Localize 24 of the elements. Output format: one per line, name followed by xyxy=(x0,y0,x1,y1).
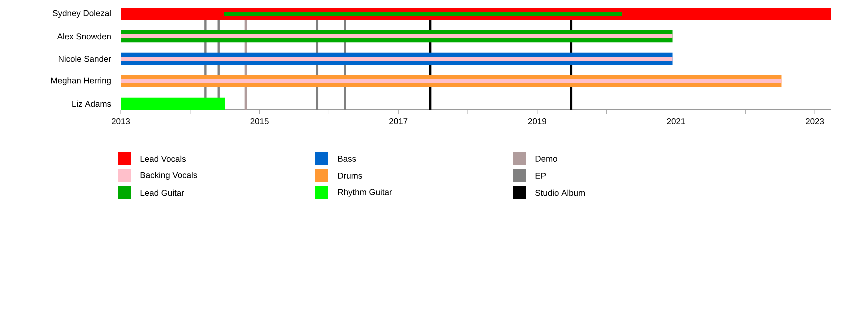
bar xyxy=(121,98,226,110)
legend-label: Demo xyxy=(536,156,558,162)
x-tick-label: 2013 xyxy=(112,118,130,125)
y-tick-label: Alex Snowden xyxy=(57,33,111,40)
bar xyxy=(121,56,673,62)
y-tick-label: Liz Adams xyxy=(72,100,112,108)
x-tick-label: 2015 xyxy=(250,118,269,125)
legend-label: Rhythm Guitar xyxy=(338,189,392,197)
legend-label: Backing Vocals xyxy=(140,172,198,180)
legend-label: EP xyxy=(536,173,546,179)
x-tick-label: 2017 xyxy=(390,118,408,125)
legend-label: Bass xyxy=(338,156,356,162)
y-tick-label: Meghan Herring xyxy=(51,78,111,86)
y-tick-label: Sydney Dolezal xyxy=(53,10,111,18)
x-tick-label: 2019 xyxy=(528,118,546,125)
legend-label: Lead Vocals xyxy=(140,156,186,162)
legend-label: Lead Guitar xyxy=(140,190,184,196)
bar xyxy=(121,34,673,39)
legend-label: Studio Album xyxy=(536,190,586,196)
y-tick-label: Nicole Sander xyxy=(58,56,112,62)
legend-label: Drums xyxy=(338,173,362,179)
x-tick-label: 2023 xyxy=(806,118,824,125)
x-tick-label: 2021 xyxy=(667,118,686,125)
bar xyxy=(121,79,782,84)
